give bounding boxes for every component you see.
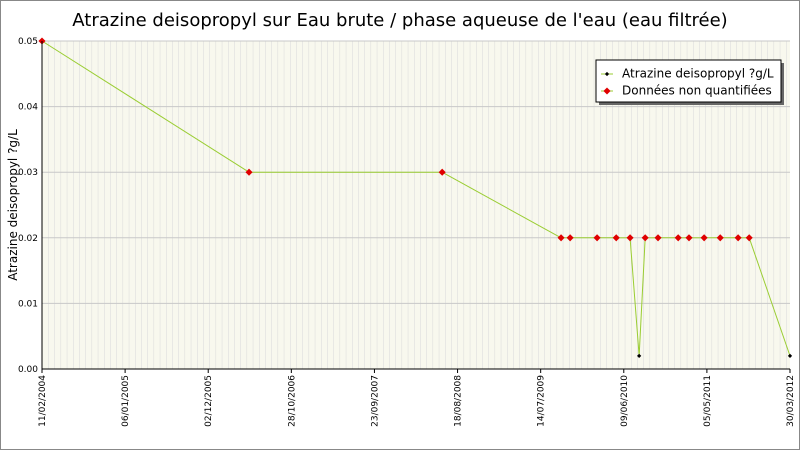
x-tick-label: 05/05/2011 <box>703 375 713 427</box>
legend-label: Données non quantifiées <box>622 84 772 98</box>
x-tick-label: 09/06/2010 <box>620 375 630 427</box>
line-segment <box>629 237 640 356</box>
line-segment <box>441 171 562 239</box>
point-non-quantified <box>654 234 662 242</box>
point-non-quantified <box>700 234 708 242</box>
point-non-quantified <box>438 168 446 176</box>
legend-label: Atrazine deisopropyl ?g/L <box>622 67 774 81</box>
y-tick-label: 0.00 <box>18 365 38 375</box>
x-tick-label: 02/12/2005 <box>204 375 214 427</box>
point-non-quantified <box>734 234 742 242</box>
y-tick-label: 0.05 <box>18 37 38 47</box>
point-non-quantified <box>612 234 620 242</box>
point-non-quantified <box>566 234 574 242</box>
point-non-quantified <box>593 234 601 242</box>
y-tick-label: 0.01 <box>18 299 38 309</box>
point-non-quantified <box>716 234 724 242</box>
x-tick-label: 14/07/2009 <box>537 375 547 427</box>
point-non-quantified <box>603 87 611 95</box>
x-tick-label: 06/01/2005 <box>121 375 131 427</box>
point-non-quantified <box>641 234 649 242</box>
y-axis-label: Atrazine deisopropyl ?g/L <box>6 129 20 281</box>
chart-title: Atrazine deisopropyl sur Eau brute / pha… <box>72 10 727 31</box>
legend: Atrazine deisopropyl ?g/L Données non qua… <box>595 59 784 105</box>
point-non-quantified <box>557 234 565 242</box>
point-non-quantified <box>674 234 682 242</box>
point-non-quantified <box>245 168 253 176</box>
legend-box <box>595 59 782 103</box>
line-segment <box>41 40 250 173</box>
point-non-quantified <box>626 234 634 242</box>
point <box>787 353 793 359</box>
point-non-quantified <box>685 234 693 242</box>
x-tick-label: 30/03/2012 <box>786 375 796 427</box>
x-tick-label: 11/02/2004 <box>38 375 48 427</box>
x-tick-label: 18/08/2008 <box>454 375 464 427</box>
point-non-quantified <box>745 234 753 242</box>
y-tick-label: 0.04 <box>18 103 38 113</box>
y-tick-label: 0.03 <box>18 168 38 178</box>
point <box>637 353 642 359</box>
x-tick-label: 23/09/2007 <box>370 375 380 427</box>
x-tick-label: 28/10/2006 <box>287 375 297 427</box>
line-segment <box>748 237 791 357</box>
y-tick-label: 0.02 <box>18 234 38 244</box>
line-segment <box>638 237 646 356</box>
